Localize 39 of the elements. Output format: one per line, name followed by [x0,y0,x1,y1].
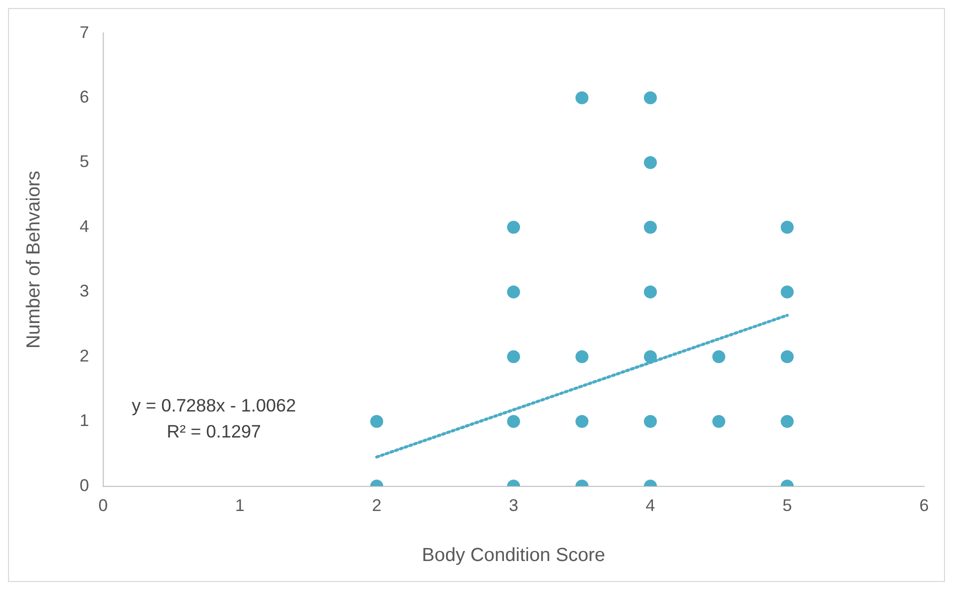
point [780,286,794,298]
y-tick-label: 6 [80,88,90,106]
point [644,156,657,170]
y-tick-label: 4 [80,216,90,236]
point [780,350,794,364]
point [644,286,657,298]
x-tick-label: 2 [372,496,382,515]
point [644,91,657,104]
y-tick-label: 7 [80,22,90,42]
x-tick-label: 4 [646,496,656,515]
point [780,220,794,234]
point [575,414,588,428]
point [370,414,384,428]
x-tick-label: 1 [235,496,245,515]
point [712,414,726,428]
point [575,91,588,104]
y-axis-title: Number of Behvaiors [24,170,45,349]
y-tick-label: 5 [80,152,90,172]
point [644,350,657,364]
point [780,414,794,428]
x-tick-label: 3 [508,496,518,515]
point [644,414,657,428]
point [644,220,657,234]
y-tick-label: 1 [80,411,90,430]
point [507,414,520,428]
annotation: y = 0.7288x - 1.0062 [132,395,296,416]
y-tick-label: 3 [80,282,90,301]
x-tick-label: 6 [919,496,929,515]
y-tick-label: 0 [80,476,90,495]
x-tick-label: 0 [98,496,108,515]
point [712,350,726,364]
y-tick-label: 2 [80,346,90,366]
x-axis-title: Body Condition Score [422,544,606,566]
point [507,220,520,234]
point [507,286,520,298]
annotation: R² = 0.1297 [166,421,262,442]
x-tick-label: 5 [782,496,792,515]
point [507,350,520,364]
point [575,350,588,364]
